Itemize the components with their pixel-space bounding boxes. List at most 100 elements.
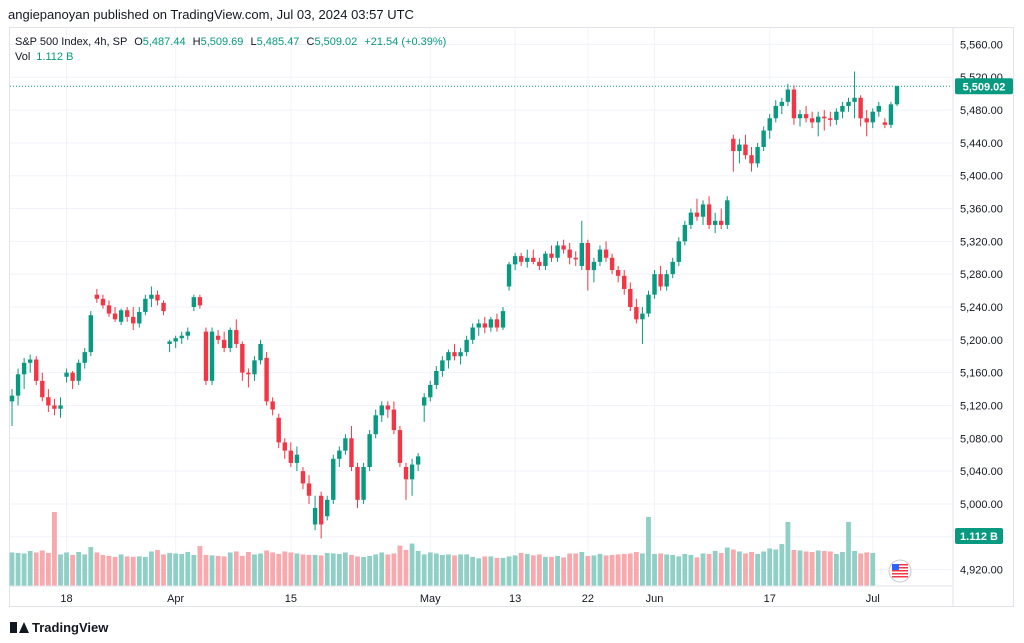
volume-bar: [324, 552, 330, 586]
candle-body: [88, 315, 94, 353]
volume-bar: [773, 549, 779, 586]
candle-body: [543, 253, 548, 266]
candle-body: [46, 397, 51, 406]
candle-body: [731, 138, 736, 152]
candle-body: [379, 405, 384, 416]
symbol-title: S&P 500 Index, 4h, SP: [15, 36, 128, 48]
candle-body: [325, 499, 330, 517]
flag-stripe: [892, 573, 908, 575]
candle-body: [767, 118, 772, 131]
candle-body: [779, 101, 785, 106]
price-tick-label: 5,240.00: [960, 302, 1003, 314]
volume-bar: [452, 555, 457, 586]
candle-body: [488, 319, 494, 328]
close-label: C: [306, 36, 315, 48]
candle-body: [179, 335, 184, 339]
price-tick-label: 5,360.00: [960, 204, 1003, 216]
candles: [9, 71, 900, 539]
candle-body: [403, 467, 409, 480]
candle-body: [367, 434, 372, 468]
candle-body: [34, 359, 39, 381]
volume-bar: [543, 556, 548, 586]
last-price-label: 5,509.02: [963, 81, 1006, 93]
candle-body: [415, 456, 421, 465]
candle-body: [525, 257, 530, 262]
volume-bar: [130, 556, 136, 586]
volume-bar: [797, 550, 803, 586]
volume-bar: [627, 553, 633, 586]
volume-bar: [633, 551, 639, 586]
candle-body: [755, 146, 760, 164]
volume-bar: [755, 553, 760, 586]
price-tick-label: 5,560.00: [960, 39, 1003, 51]
volume-bar: [173, 553, 179, 586]
candle-body: [870, 111, 875, 123]
flag-stripe: [892, 564, 908, 566]
candle-body: [288, 450, 294, 463]
candle-body: [76, 362, 81, 381]
price-axis: 5,560.005,520.005,480.005,440.005,400.00…: [952, 28, 1003, 606]
volume-bar: [421, 554, 427, 586]
candle-body: [167, 341, 172, 344]
candle-body: [191, 297, 197, 307]
candle-body: [609, 257, 615, 271]
chart-frame[interactable]: [9, 27, 1014, 607]
volume-bar: [761, 551, 767, 586]
price-tick-label: 5,120.00: [960, 400, 1003, 412]
candle-body: [858, 97, 863, 119]
volume-bar: [476, 558, 482, 586]
candle-body: [94, 294, 100, 299]
volume-bar: [785, 521, 791, 586]
candle-body: [706, 204, 712, 225]
volume-bar: [615, 554, 621, 586]
candle-body: [628, 288, 633, 307]
candle-body: [688, 212, 694, 225]
candle-body: [282, 442, 287, 451]
volume-label: Vol: [15, 51, 31, 63]
candle-body: [458, 352, 463, 357]
candle-body: [421, 397, 427, 406]
volume-bar: [136, 556, 142, 586]
volume-bar: [415, 550, 421, 586]
volume-bar: [215, 555, 221, 586]
candle-body: [112, 313, 118, 320]
volume-bar: [827, 551, 833, 586]
volume-bar: [397, 545, 403, 586]
candle-body: [355, 467, 360, 500]
price-markers: 5,509.02 1.112 B: [10, 78, 1013, 583]
candle-body: [822, 116, 827, 119]
candle-body: [131, 316, 136, 324]
time-tick-label: Jun: [646, 593, 664, 605]
high-value: 5,509.69: [200, 36, 244, 48]
open-value: 5,487.44: [142, 36, 186, 48]
volume-bar: [9, 552, 15, 586]
volume-bar: [676, 556, 682, 586]
footer-brand[interactable]: TradingView: [10, 620, 108, 635]
volume-bar: [730, 549, 736, 586]
volume-bar: [239, 555, 245, 586]
candle-body: [658, 274, 663, 287]
volume-bar: [603, 555, 609, 586]
candle-body: [349, 438, 354, 468]
candle-body: [143, 298, 148, 312]
volume-bar: [567, 553, 573, 586]
candle-body: [149, 294, 154, 299]
candle-body: [512, 256, 518, 265]
candle-body: [270, 401, 275, 410]
volume-bar: [779, 544, 785, 586]
price-tick-label: 4,920.00: [960, 565, 1003, 577]
candle-body: [797, 114, 803, 119]
volume-bar: [821, 550, 827, 586]
candle-body: [555, 245, 560, 258]
volume-bar: [403, 549, 409, 586]
volume-bar: [767, 548, 773, 586]
candle-body: [209, 331, 215, 381]
candle-body: [640, 313, 645, 320]
price-tick-label: 5,080.00: [960, 433, 1003, 445]
volume-bar: [555, 555, 560, 586]
price-tick-label: 5,160.00: [960, 368, 1003, 380]
candle-body: [682, 224, 688, 242]
volume-bar: [118, 554, 124, 586]
candle-body: [9, 395, 15, 402]
